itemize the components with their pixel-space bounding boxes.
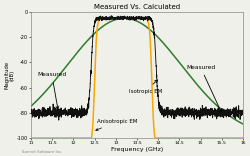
Text: Isotropic EM: Isotropic EM xyxy=(128,80,162,94)
Y-axis label: Magnitude
(dB): Magnitude (dB) xyxy=(4,61,15,89)
Title: Measured Vs. Calculated: Measured Vs. Calculated xyxy=(94,4,180,10)
Text: Measured: Measured xyxy=(186,65,221,112)
X-axis label: Frequency (GHz): Frequency (GHz) xyxy=(111,147,163,152)
Text: Anisotropic EM: Anisotropic EM xyxy=(96,119,137,131)
Text: Sonnet Software Inc.: Sonnet Software Inc. xyxy=(22,150,63,154)
Text: Measured: Measured xyxy=(37,72,66,109)
